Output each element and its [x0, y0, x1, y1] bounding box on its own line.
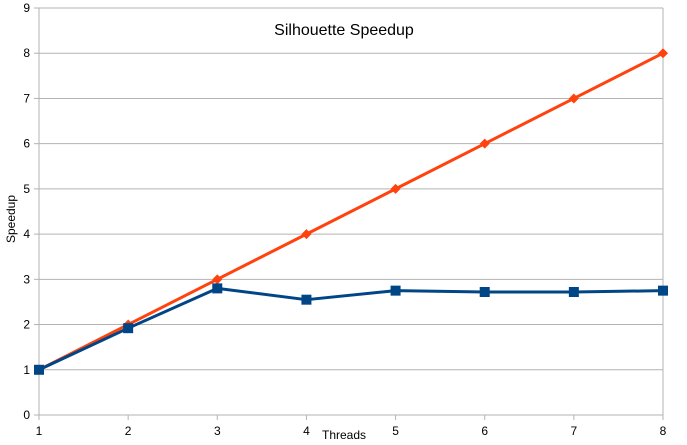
x-tick-label: 7 — [571, 424, 578, 438]
y-tick-label: 2 — [23, 318, 30, 332]
y-tick-label: 4 — [23, 227, 30, 241]
x-tick-label: 2 — [125, 424, 132, 438]
y-tick-label: 5 — [23, 182, 30, 196]
y-tick-label: 6 — [23, 137, 30, 151]
data-point-square — [568, 286, 579, 297]
data-point-diamond — [390, 183, 401, 194]
x-axis-title: Threads — [322, 428, 366, 442]
y-tick-label: 1 — [23, 363, 30, 377]
y-tick-label: 7 — [23, 91, 30, 105]
data-point-square — [123, 323, 134, 334]
data-point-square — [390, 285, 401, 296]
y-tick-label: 0 — [23, 408, 30, 422]
x-tick-label: 8 — [660, 424, 667, 438]
x-tick-label: 4 — [303, 424, 310, 438]
series-line — [38, 51, 664, 372]
data-point-diamond — [301, 229, 312, 240]
x-tick-label: 6 — [481, 424, 488, 438]
series-layer — [34, 48, 668, 375]
series-line — [38, 286, 664, 372]
x-tick-label: 3 — [214, 424, 221, 438]
data-point-square — [479, 286, 490, 297]
data-point-square — [301, 294, 312, 305]
series-2 — [34, 283, 668, 375]
data-point-square — [34, 364, 44, 375]
y-axis-title: Speedup — [4, 195, 18, 243]
chart-title: Silhouette Speedup — [274, 22, 414, 39]
x-tick-label: 1 — [36, 424, 43, 438]
x-tick-label: 5 — [392, 424, 399, 438]
gridlines — [39, 7, 663, 416]
y-tick-label: 3 — [23, 272, 30, 286]
data-point-diamond — [658, 48, 668, 59]
y-tick-label: 9 — [23, 1, 30, 15]
y-tick-label: 8 — [23, 46, 30, 60]
data-point-diamond — [568, 93, 579, 104]
data-point-square — [658, 285, 668, 296]
data-point-diamond — [212, 274, 223, 285]
data-point-square — [212, 283, 223, 294]
data-point-diamond — [479, 138, 490, 149]
axes — [34, 7, 664, 420]
